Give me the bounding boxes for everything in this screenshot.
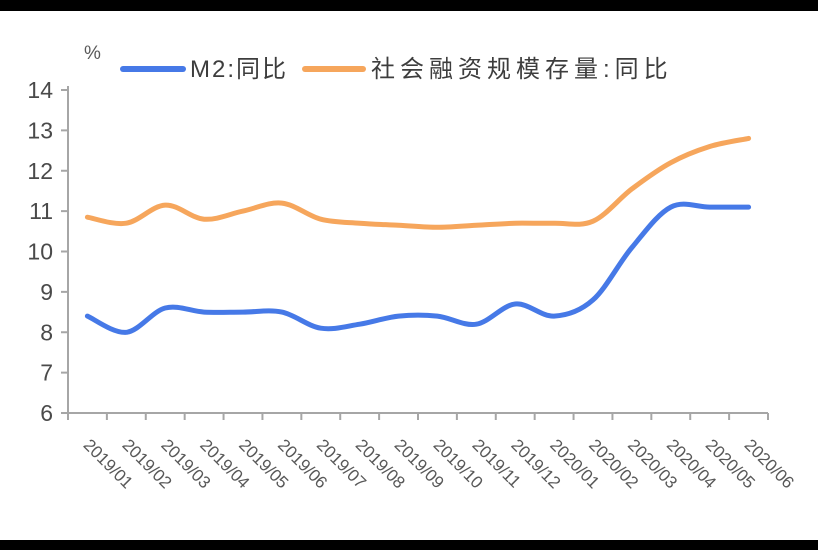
axes: [67, 86, 768, 414]
y-tick-label: 13: [27, 117, 53, 143]
legend-label-social-financing: 社会融资规模存量:同比: [371, 56, 673, 83]
series-lines: [84, 135, 752, 335]
y-tick-label: 10: [27, 239, 53, 265]
m2-line: [84, 201, 752, 335]
x-axis-ticks: [67, 413, 769, 420]
y-tick-label: 7: [40, 360, 53, 386]
legend: M2:同比 社会融资规模存量:同比: [120, 56, 673, 83]
social-financing-line: [84, 135, 752, 230]
y-axis-labels: 6 7 8 9 10 11 12 13 14: [27, 77, 53, 426]
x-axis-labels: 2019/012019/022019/032019/042019/052019/…: [80, 435, 798, 492]
y-tick-label: 12: [27, 158, 53, 184]
y-tick-label: 9: [40, 279, 53, 305]
y-tick-label: 6: [40, 400, 53, 426]
y-tick-label: 11: [29, 198, 53, 224]
top-border-bar: [0, 0, 818, 11]
y-axis-unit-label: %: [84, 43, 101, 64]
y-tick-label: 14: [27, 77, 53, 103]
bottom-border-bar: [0, 540, 818, 550]
legend-label-m2: M2:同比: [190, 56, 288, 83]
y-axis-ticks: [61, 89, 68, 414]
y-tick-label: 8: [40, 319, 53, 345]
